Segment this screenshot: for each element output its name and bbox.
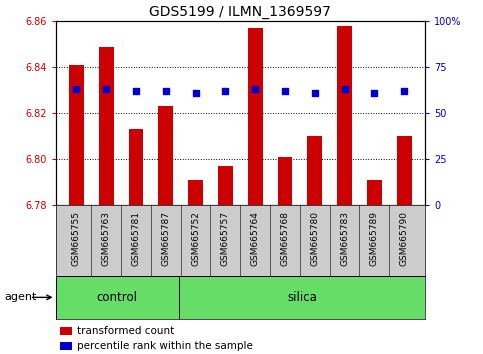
Text: GSM665764: GSM665764 bbox=[251, 211, 260, 266]
Text: GSM665752: GSM665752 bbox=[191, 211, 200, 266]
Text: GSM665787: GSM665787 bbox=[161, 211, 170, 266]
Text: GSM665783: GSM665783 bbox=[340, 211, 349, 266]
Bar bbox=[367, 180, 382, 205]
Point bbox=[251, 86, 259, 92]
Bar bbox=[128, 130, 143, 205]
Point bbox=[222, 88, 229, 94]
Point bbox=[311, 90, 319, 96]
Text: GSM665768: GSM665768 bbox=[281, 211, 289, 266]
Bar bbox=[56, 276, 179, 319]
Bar bbox=[179, 276, 425, 319]
Bar bbox=[397, 136, 412, 205]
Text: GSM665790: GSM665790 bbox=[399, 211, 409, 266]
Point bbox=[132, 88, 140, 94]
Bar bbox=[158, 107, 173, 205]
Point bbox=[400, 88, 408, 94]
Point bbox=[102, 86, 110, 92]
Text: transformed count: transformed count bbox=[77, 326, 174, 336]
Bar bbox=[99, 47, 114, 205]
Text: GSM665780: GSM665780 bbox=[310, 211, 319, 266]
Point bbox=[341, 86, 348, 92]
Text: GSM665781: GSM665781 bbox=[131, 211, 141, 266]
Point bbox=[370, 90, 378, 96]
Bar bbox=[218, 166, 233, 205]
Point bbox=[72, 86, 80, 92]
Bar bbox=[248, 28, 263, 205]
Text: GSM665755: GSM665755 bbox=[72, 211, 81, 266]
Text: GSM665789: GSM665789 bbox=[370, 211, 379, 266]
Text: percentile rank within the sample: percentile rank within the sample bbox=[77, 341, 253, 351]
Text: silica: silica bbox=[287, 291, 317, 304]
Title: GDS5199 / ILMN_1369597: GDS5199 / ILMN_1369597 bbox=[149, 5, 331, 19]
Bar bbox=[278, 157, 292, 205]
Bar bbox=[337, 26, 352, 205]
Text: GSM665757: GSM665757 bbox=[221, 211, 230, 266]
Text: control: control bbox=[97, 291, 138, 304]
Point bbox=[281, 88, 289, 94]
Text: agent: agent bbox=[5, 292, 37, 302]
Bar bbox=[307, 136, 322, 205]
Text: GSM665763: GSM665763 bbox=[102, 211, 111, 266]
Point bbox=[162, 88, 170, 94]
Point bbox=[192, 90, 199, 96]
Bar bbox=[188, 180, 203, 205]
Bar bbox=[69, 65, 84, 205]
